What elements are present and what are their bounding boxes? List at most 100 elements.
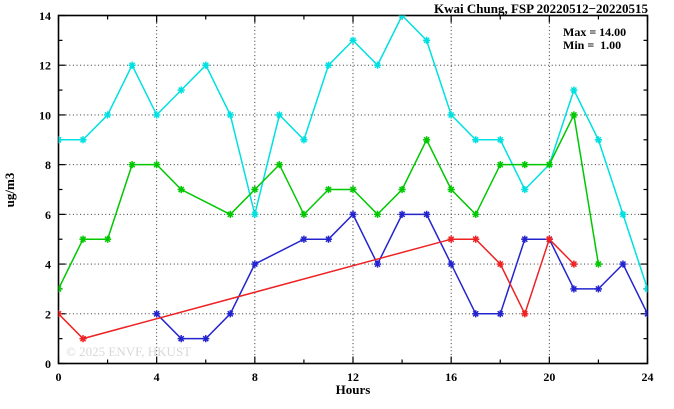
blue-series-line: [156, 213, 648, 340]
stat-max-label: Max = 14.00: [563, 25, 626, 39]
stat-min-label: Min = 1.00: [563, 38, 621, 52]
cyan-series-marker: [226, 111, 234, 119]
green-series-marker: [423, 136, 431, 144]
y-tick-label: 10: [39, 108, 51, 122]
x-tick-label: 8: [252, 370, 258, 384]
red-series-line: [58, 237, 575, 340]
blue-series-marker: [324, 235, 333, 243]
red-series-marker: [58, 310, 63, 318]
red-series: [58, 235, 578, 343]
green-series-marker: [128, 161, 136, 169]
cyan-series-marker: [373, 61, 382, 69]
cyan-series-marker: [521, 185, 529, 194]
x-tick-label: 4: [154, 370, 160, 384]
x-tick-label: 0: [56, 370, 62, 384]
cyan-series-marker: [324, 61, 333, 69]
blue-series-marker: [300, 235, 308, 243]
cyan-series-marker: [202, 61, 210, 69]
cyan-series-marker: [251, 210, 259, 218]
red-series-marker: [79, 335, 87, 343]
blue-series-marker: [153, 310, 161, 318]
blue-series-marker: [594, 285, 603, 293]
red-series-marker: [447, 235, 455, 243]
blue-series-marker: [226, 310, 234, 318]
green-series: [58, 111, 603, 293]
red-series-marker: [545, 235, 553, 243]
green-series-marker: [226, 210, 234, 218]
cyan-series-marker: [447, 111, 455, 119]
blue-series-marker: [423, 210, 431, 218]
green-series-marker: [300, 210, 308, 218]
y-tick-label: 0: [45, 357, 51, 371]
blue-series-marker: [496, 310, 504, 318]
x-tick-label: 12: [347, 370, 359, 384]
green-series-marker: [103, 235, 112, 243]
blue-series-marker: [643, 310, 648, 318]
blue-series-marker: [619, 260, 627, 268]
blue-series-marker: [570, 285, 578, 293]
red-series-marker: [496, 260, 504, 268]
cyan-series-marker: [643, 285, 648, 293]
cyan-series-marker: [472, 136, 480, 144]
blue-series-marker: [447, 260, 455, 268]
green-series-marker: [79, 235, 87, 243]
x-axis-label: Hours: [336, 382, 371, 397]
blue-series-marker: [177, 335, 185, 343]
y-tick-label: 2: [45, 307, 51, 321]
cyan-series-marker: [153, 111, 161, 119]
cyan-series-marker: [423, 36, 431, 44]
green-series-marker: [275, 161, 283, 169]
cyan-series-marker: [58, 136, 63, 144]
cyan-series-marker: [300, 136, 308, 144]
green-series-line: [58, 112, 600, 290]
red-series-marker: [570, 260, 578, 268]
y-tick-label: 8: [45, 158, 51, 172]
y-tick-label: 4: [45, 258, 51, 272]
green-series-marker: [447, 185, 455, 194]
blue-series: [153, 210, 648, 343]
blue-series-marker: [521, 235, 529, 243]
cyan-series-marker: [570, 86, 578, 94]
blue-series-marker: [398, 210, 406, 218]
cyan-series-marker: [79, 136, 87, 144]
cyan-series-marker: [177, 86, 185, 94]
blue-series-marker: [251, 260, 259, 268]
y-tick-label: 14: [39, 9, 51, 23]
y-tick-label: 12: [39, 59, 51, 73]
x-tick-label: 20: [543, 370, 555, 384]
cyan-series-line: [58, 15, 648, 290]
cyan-series-marker: [619, 210, 627, 218]
chart-title: Kwai Chung, FSP 20220512−20220515: [434, 1, 648, 16]
green-series-marker: [594, 260, 603, 268]
green-series-marker: [570, 111, 578, 119]
blue-series-marker: [349, 210, 357, 218]
green-series-marker: [472, 210, 480, 218]
green-series-marker: [177, 185, 185, 194]
green-series-marker: [373, 210, 382, 218]
cyan-series-marker: [398, 15, 406, 20]
x-tick-label: 24: [642, 370, 654, 384]
red-series-marker: [472, 235, 480, 243]
data-series-layer: [58, 15, 648, 343]
green-series-marker: [521, 161, 529, 169]
green-series-marker: [153, 161, 161, 169]
y-axis-label: ug/m3: [2, 172, 17, 207]
blue-series-marker: [472, 310, 480, 318]
green-series-marker: [545, 161, 553, 169]
green-series-marker: [251, 185, 259, 194]
cyan-series-marker: [594, 136, 603, 144]
y-tick-label: 6: [45, 208, 51, 222]
x-tick-label: 16: [445, 370, 457, 384]
blue-series-marker: [373, 260, 382, 268]
blue-series-marker: [202, 335, 210, 343]
cyan-series-marker: [128, 61, 136, 69]
cyan-series-marker: [496, 136, 504, 144]
watermark: © 2025 ENVF, HKUST: [66, 344, 191, 359]
green-series-marker: [58, 285, 63, 293]
red-series-marker: [521, 310, 529, 318]
cyan-series-marker: [275, 111, 283, 119]
green-series-marker: [398, 185, 406, 194]
